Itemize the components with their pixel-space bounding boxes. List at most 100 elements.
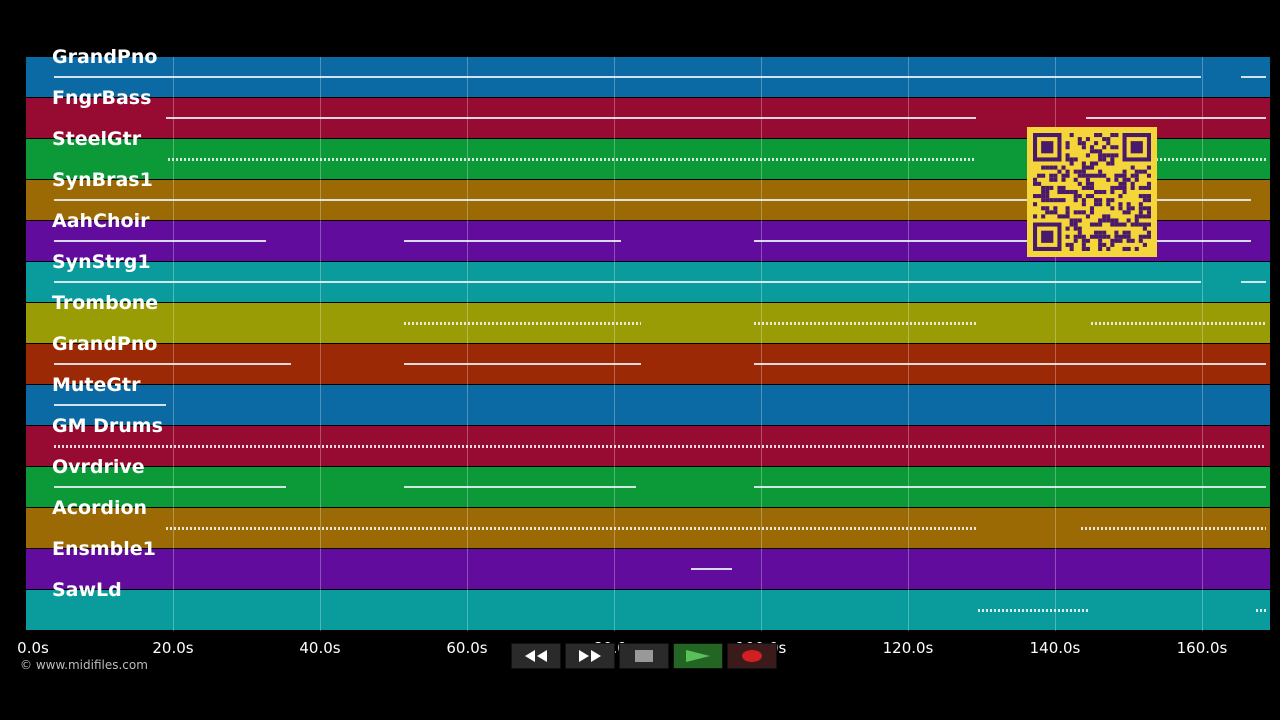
qr-module: [1053, 177, 1058, 182]
qr-module: [1094, 149, 1099, 154]
qr-module: [1146, 194, 1151, 199]
qr-module: [1098, 149, 1103, 154]
qr-module: [1085, 194, 1090, 199]
credit-text: © www.midifiles.com: [20, 658, 148, 672]
qr-module: [1122, 181, 1127, 186]
grid-line: [908, 57, 909, 631]
note-segment: [54, 486, 286, 488]
qr-module: [1134, 169, 1139, 174]
qr-module: [1110, 189, 1115, 195]
qr-module: [1114, 145, 1119, 150]
qr-module: [1057, 189, 1062, 195]
qr-module: [1146, 181, 1151, 186]
qr-module: [1138, 222, 1143, 227]
qr-module: [1130, 181, 1135, 186]
qr-module: [1126, 210, 1131, 215]
qr-module: [1098, 234, 1103, 239]
qr-module: [1098, 189, 1103, 195]
note-segment: [276, 76, 626, 78]
qr-module: [1073, 218, 1078, 223]
qr-module: [1142, 242, 1147, 247]
qr-module: [1061, 198, 1066, 203]
note-segment: [54, 76, 276, 78]
qr-module: [1138, 206, 1143, 211]
qr-module: [1065, 141, 1070, 146]
note-segment: [691, 568, 732, 570]
qr-module: [1102, 157, 1107, 162]
qr-module: [1118, 194, 1123, 199]
time-tick-label: 60.0s: [446, 639, 488, 657]
rewind-button[interactable]: [511, 643, 561, 669]
qr-module: [1094, 222, 1099, 227]
track-lane: Ovrdrive: [26, 456, 1270, 508]
qr-module: [1033, 177, 1038, 182]
note-segment: [168, 158, 976, 161]
qr-module: [1089, 149, 1095, 154]
qr-module: [1065, 189, 1070, 195]
qr-module: [1081, 165, 1086, 170]
qr-module: [1106, 218, 1111, 223]
qr-module: [1089, 181, 1095, 186]
qr-module: [1089, 185, 1095, 190]
qr-module: [1081, 210, 1086, 215]
qr-module: [1061, 214, 1066, 219]
time-tick-label: 160.0s: [1176, 639, 1228, 657]
qr-module: [1122, 185, 1127, 190]
qr-module: [1098, 153, 1103, 158]
track-label: FngrBass: [52, 87, 152, 109]
qr-module: [1122, 210, 1127, 215]
qr-module: [1114, 185, 1119, 190]
qr-module: [1106, 214, 1111, 219]
qr-module: [1033, 133, 1062, 138]
qr-module: [1130, 141, 1143, 154]
qr-module: [1073, 169, 1078, 174]
note-segment: [54, 281, 1201, 283]
qr-module: [1134, 246, 1139, 251]
qr-module: [1065, 226, 1070, 231]
qr-module: [1138, 185, 1143, 190]
qr-module: [1102, 173, 1107, 178]
qr-module: [1077, 173, 1082, 178]
qr-module: [1110, 206, 1115, 211]
qr-module: [1122, 222, 1127, 227]
qr-module: [1073, 177, 1078, 182]
qr-module: [1077, 218, 1082, 223]
qr-module: [1114, 234, 1119, 239]
track-label: AahChoir: [52, 210, 150, 232]
qr-module: [1134, 173, 1139, 178]
note-segment: [404, 322, 641, 325]
track-lane: Ensmble1: [26, 538, 1270, 590]
qr-module: [1142, 226, 1147, 231]
qr-module: [1110, 198, 1115, 203]
qr-module: [1118, 234, 1123, 239]
qr-module: [1110, 242, 1115, 247]
qr-module: [1138, 202, 1143, 207]
qr-module: [1069, 189, 1074, 195]
qr-module: [1089, 145, 1095, 150]
qr-module: [1041, 194, 1046, 199]
qr-module: [1130, 173, 1135, 178]
qr-module: [1110, 161, 1115, 166]
stop-button[interactable]: [619, 643, 669, 669]
qr-module: [1053, 206, 1058, 211]
qr-module: [1106, 202, 1111, 207]
qr-module: [1085, 137, 1090, 142]
fast-forward-button[interactable]: [565, 643, 615, 669]
qr-module: [1094, 234, 1099, 239]
qr-module: [1061, 165, 1066, 170]
qr-module: [1146, 173, 1151, 178]
qr-module: [1126, 177, 1131, 182]
qr-module: [1122, 189, 1127, 195]
record-button[interactable]: [727, 643, 777, 669]
note-segment: [166, 117, 976, 119]
track-label: SynStrg1: [52, 251, 151, 273]
qr-module: [1033, 133, 1038, 162]
track-label: SteelGtr: [52, 128, 142, 150]
note-segment: [1241, 281, 1266, 283]
note-segment: [1156, 158, 1266, 161]
qr-module: [1077, 181, 1082, 186]
play-button[interactable]: [673, 643, 723, 669]
qr-module: [1138, 169, 1143, 174]
track-label: SynBras1: [52, 169, 153, 191]
qr-module: [1057, 185, 1062, 190]
